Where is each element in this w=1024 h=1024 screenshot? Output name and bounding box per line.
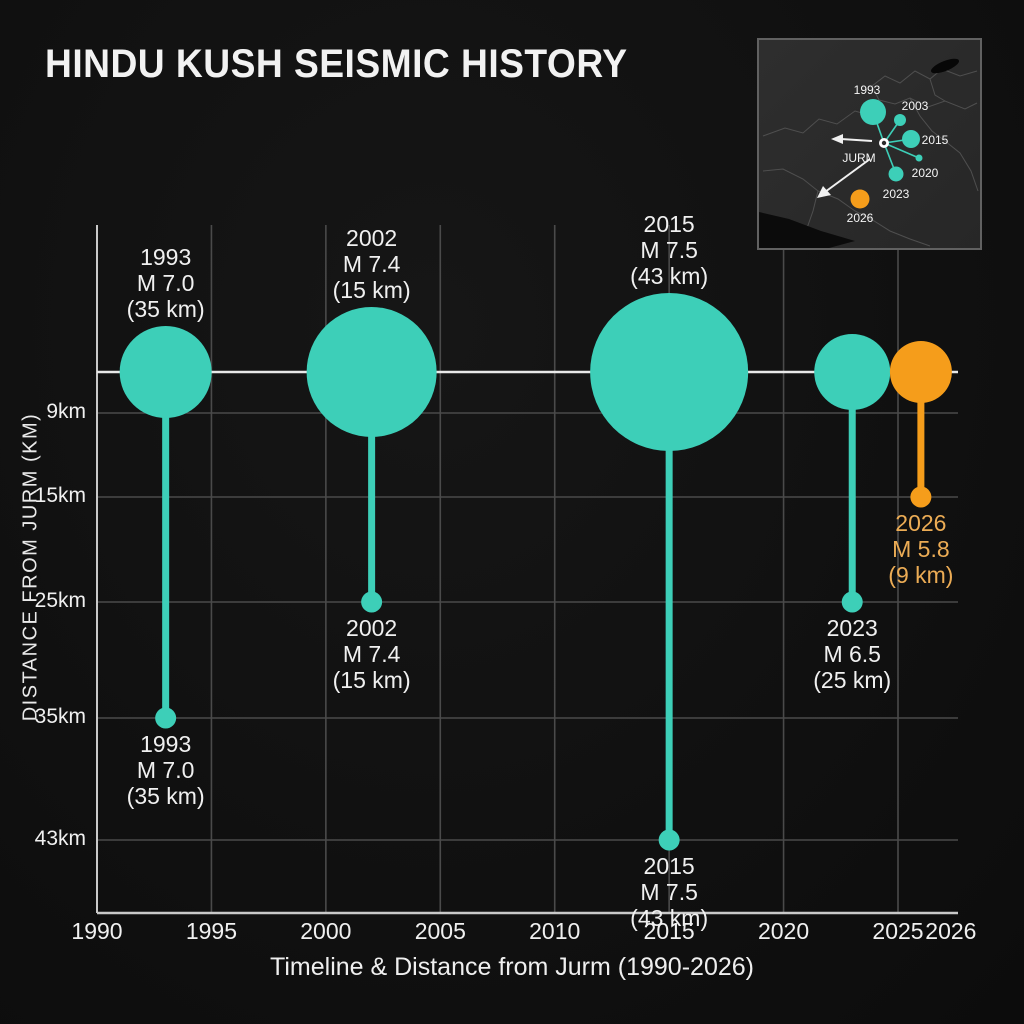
depth-dot-2026 — [910, 486, 932, 508]
map-point-2020 — [915, 154, 923, 162]
bubble-2023 — [814, 334, 891, 410]
map-point-2023 — [888, 166, 904, 182]
event-label-line: (15 km) — [332, 277, 411, 303]
x-tick-2000: 2000 — [300, 918, 352, 944]
event-label-line: M 5.8 — [892, 536, 950, 562]
x-tick-1990: 1990 — [71, 918, 123, 944]
event-label-line: (25 km) — [813, 667, 892, 693]
event-label-line: 2015 — [643, 211, 695, 237]
map-border-line-3 — [909, 97, 979, 192]
x-tick-2025: 2025 — [872, 918, 924, 944]
event-label-above-1993: 1993 M 7.0 (35 km) — [127, 244, 205, 322]
event-label-line: M 7.0 — [136, 270, 195, 296]
event-label-above-2002: 2002 M 7.4 (15 km) — [333, 225, 411, 303]
bubble-2002 — [306, 307, 437, 437]
map-terrain-shape — [759, 212, 855, 248]
depth-dot-2002 — [361, 591, 383, 613]
map-arrow-southwest-line — [824, 158, 871, 193]
map-connector-2020 — [883, 142, 920, 159]
event-label-line: M 7.4 — [342, 251, 401, 277]
y-tick-15km: 15km — [34, 484, 86, 507]
map-point-label-2003: 2003 — [902, 99, 929, 113]
depth-dot-2023 — [841, 591, 863, 613]
map-point-label-2015: 2015 — [922, 133, 949, 147]
event-label-line: M 7.5 — [640, 237, 698, 263]
event-label-line: 2023 — [826, 615, 878, 641]
x-tick-2010: 2010 — [529, 918, 581, 944]
depth-dot-2015 — [658, 829, 680, 851]
map-jurm-label: JURM — [842, 151, 875, 165]
page-title: HINDU KUSH SEISMIC HISTORY — [45, 42, 628, 86]
event-label-line: 2002 — [346, 615, 398, 641]
y-tick-35km: 35km — [34, 705, 86, 728]
event-label-below-2015: 2015 M 7.5 (43 km) — [630, 853, 708, 931]
event-label-line: 2026 — [895, 510, 947, 536]
map-point-label-2020: 2020 — [912, 166, 939, 180]
y-tick-9km: 9km — [46, 400, 86, 423]
map-point-2003 — [894, 114, 906, 126]
x-tick-2005: 2005 — [414, 918, 466, 944]
x-tick-1995: 1995 — [185, 918, 238, 944]
event-label-line: (15 km) — [332, 667, 411, 693]
event-label-line: M 7.0 — [136, 757, 195, 783]
map-border-line-5 — [929, 78, 946, 102]
map-border-line-2 — [762, 168, 931, 247]
event-label-line: M 7.4 — [342, 641, 401, 667]
y-tick-43km: 43km — [34, 827, 86, 850]
event-label-line: M 7.5 — [640, 879, 698, 905]
event-label-above-2015: 2015 M 7.5 (43 km) — [630, 211, 708, 289]
map-border-line-0 — [762, 68, 978, 137]
map-point-1993 — [860, 99, 886, 125]
event-label-line: (43 km) — [630, 905, 709, 931]
map-point-label-2026: 2026 — [847, 211, 874, 225]
event-label-line: 1993 — [140, 731, 192, 757]
event-label-line: (43 km) — [630, 263, 709, 289]
map-lake-shape — [930, 58, 960, 74]
map-border-line-1 — [878, 97, 978, 110]
x-tick-2020: 2020 — [757, 918, 810, 944]
event-label-below-1993: 1993 M 7.0 (35 km) — [127, 731, 205, 809]
event-label-line: (35 km) — [126, 296, 205, 322]
event-label-below-2002: 2002 M 7.4 (15 km) — [333, 615, 411, 693]
x-tick-2015: 2015 — [643, 918, 695, 944]
y-tick-25km: 25km — [34, 589, 86, 612]
event-label-below-2026: 2026 M 5.8 (9 km) — [888, 510, 953, 588]
map-point-label-1993: 1993 — [854, 83, 881, 97]
event-label-below-2023: 2023 M 6.5 (25 km) — [813, 615, 891, 693]
map-arrow-southwest-head — [817, 186, 831, 198]
x-axis-caption: Timeline & Distance from Jurm (1990-2026… — [270, 953, 754, 981]
y-axis-title: DISTANCE FROM JURM (KM) — [19, 412, 42, 722]
map-arrow-west-line — [840, 138, 873, 142]
bubble-1993 — [119, 326, 212, 418]
map-jurm-marker-inner — [881, 140, 887, 146]
depth-dot-1993 — [155, 707, 177, 729]
bubble-2026 — [889, 341, 952, 403]
event-label-line: (35 km) — [126, 783, 205, 809]
event-label-line: 2015 — [643, 853, 695, 879]
event-label-line: 1993 — [140, 244, 192, 270]
map-point-label-2023: 2023 — [883, 187, 910, 201]
map-point-2015 — [902, 130, 920, 148]
inset-map: 1993 2003 2015 2020 2023 2026 JURM — [757, 38, 982, 250]
event-label-line: M 6.5 — [823, 641, 881, 667]
x-tick-2026: 2026 — [925, 918, 977, 944]
event-label-line: 2002 — [346, 225, 398, 251]
map-arrow-west-head — [831, 134, 843, 144]
event-label-line: (9 km) — [888, 562, 954, 588]
bubble-2015 — [590, 293, 749, 451]
map-point-2026 — [850, 189, 870, 209]
